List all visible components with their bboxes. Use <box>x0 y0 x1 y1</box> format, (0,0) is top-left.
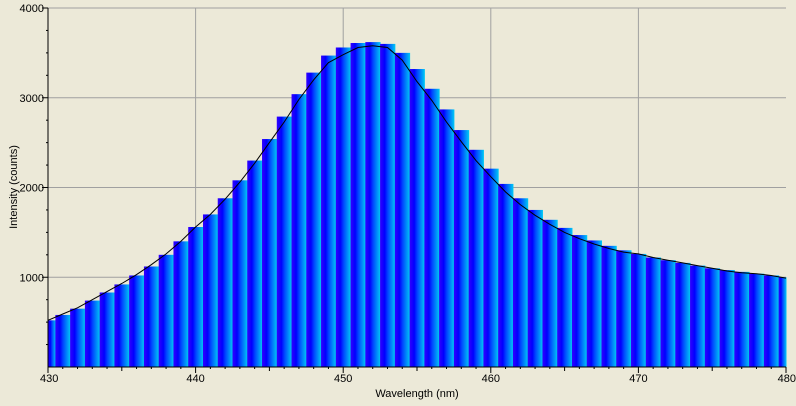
intensity-bar <box>158 254 174 367</box>
x-tick-label: 470 <box>629 373 647 385</box>
intensity-bar <box>631 253 647 367</box>
intensity-bars <box>48 42 787 368</box>
intensity-bar <box>48 320 56 367</box>
intensity-bar <box>55 314 71 367</box>
y-tick-label: 3000 <box>20 93 44 105</box>
intensity-bar <box>749 273 765 367</box>
intensity-bar <box>335 47 352 368</box>
y-tick-label: 2000 <box>20 183 44 195</box>
intensity-bar <box>527 209 543 367</box>
intensity-bar <box>453 130 470 367</box>
intensity-bar <box>306 72 322 368</box>
x-tick-label: 450 <box>334 373 352 385</box>
intensity-bar <box>468 149 484 367</box>
y-axis-title: Intensity (counts) <box>8 145 20 229</box>
intensity-bar <box>660 260 676 367</box>
intensity-bar <box>778 277 787 367</box>
y-tick-label: 1000 <box>20 272 44 284</box>
intensity-bar <box>586 240 602 367</box>
intensity-bar <box>557 227 573 367</box>
intensity-bar <box>483 168 499 367</box>
intensity-bar <box>143 266 160 367</box>
intensity-bar <box>439 109 455 367</box>
x-tick-label: 480 <box>778 373 796 385</box>
intensity-bar <box>498 183 514 367</box>
x-tick-label: 460 <box>482 373 500 385</box>
intensity-bar <box>232 180 248 367</box>
intensity-bar <box>512 198 529 367</box>
intensity-bar <box>70 308 86 367</box>
intensity-bar <box>704 268 721 367</box>
intensity-bar <box>571 235 588 367</box>
intensity-bar <box>763 275 780 367</box>
intensity-bar <box>394 52 411 367</box>
intensity-bar <box>719 270 735 367</box>
intensity-bar <box>114 284 130 367</box>
intensity-bar <box>129 275 145 367</box>
x-tick-label: 430 <box>40 373 58 385</box>
intensity-bar <box>202 214 219 367</box>
intensity-bar <box>321 55 337 367</box>
intensity-bar <box>409 69 425 367</box>
x-tick-labels: 430 440 450 460 470 480 <box>40 367 796 385</box>
intensity-bar <box>291 94 307 367</box>
intensity-bar <box>365 42 381 367</box>
intensity-bar <box>217 198 233 367</box>
intensity-bar <box>734 271 750 367</box>
y-tick-label: 4000 <box>20 3 44 15</box>
x-tick-label: 440 <box>186 373 204 385</box>
intensity-bar <box>173 241 189 367</box>
y-tick-labels: 1000 2000 3000 4000 <box>20 3 48 346</box>
intensity-bar <box>99 292 115 367</box>
intensity-bar <box>690 265 706 367</box>
intensity-bar <box>276 116 293 367</box>
intensity-bar <box>380 43 396 368</box>
intensity-bar <box>616 250 632 367</box>
intensity-bar <box>247 160 263 367</box>
intensity-bar <box>350 43 366 367</box>
intensity-bar <box>188 226 204 367</box>
intensity-bar <box>542 219 558 367</box>
intensity-bar <box>645 257 662 367</box>
intensity-bar <box>424 88 440 368</box>
intensity-line <box>47 45 787 321</box>
x-axis-title: Wavelength (nm) <box>375 388 458 400</box>
intensity-bar <box>675 262 691 367</box>
intensity-bar <box>84 300 101 367</box>
intensity-bar <box>262 139 278 367</box>
intensity-bar <box>601 245 617 367</box>
